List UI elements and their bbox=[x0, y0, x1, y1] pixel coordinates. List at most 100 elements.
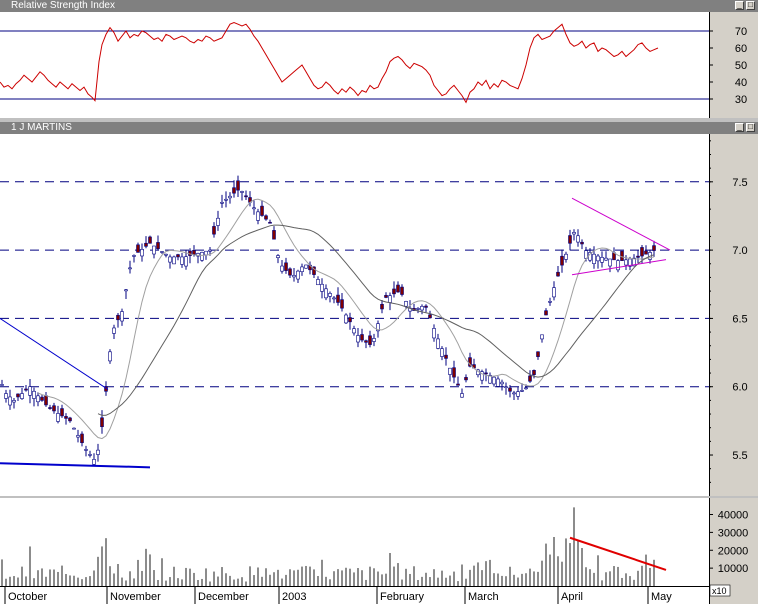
candle-body bbox=[212, 226, 216, 235]
moving-average-slow bbox=[97, 224, 655, 416]
candle-body bbox=[220, 202, 224, 204]
candle-body bbox=[368, 335, 372, 345]
candle-body bbox=[620, 250, 624, 261]
volume-tick-label: 40000 bbox=[718, 510, 749, 522]
candle-body bbox=[528, 375, 532, 382]
rsi-tick-label: 50 bbox=[735, 60, 747, 72]
price-minimize-button[interactable]: _ bbox=[735, 122, 744, 132]
candle-body bbox=[144, 242, 148, 247]
candle-body bbox=[172, 256, 176, 265]
candle-body bbox=[360, 334, 364, 341]
candle-body bbox=[440, 348, 444, 357]
candle-body bbox=[536, 351, 540, 357]
maximize-icon: □ bbox=[748, 0, 753, 9]
candle-body bbox=[8, 396, 12, 406]
candle-body bbox=[100, 417, 104, 428]
month-label: April bbox=[561, 591, 583, 603]
candle-body bbox=[592, 253, 596, 265]
rsi-chart: 30 40 50 60 70 bbox=[0, 12, 758, 118]
candle-body bbox=[508, 387, 512, 392]
minimize-icon: _ bbox=[737, 122, 742, 131]
candle-body bbox=[256, 211, 260, 221]
candle-body bbox=[260, 205, 264, 216]
candle-body bbox=[608, 258, 612, 267]
candle-body bbox=[208, 249, 212, 252]
candle-body bbox=[36, 395, 40, 403]
price-chart: 5.5 6.0 6.5 7.0 7.5 bbox=[0, 134, 758, 496]
candle-body bbox=[140, 249, 144, 257]
candle-body bbox=[288, 268, 292, 276]
candle-body bbox=[200, 251, 204, 261]
candle-body bbox=[204, 250, 208, 256]
candle-body bbox=[296, 270, 300, 280]
candle-body bbox=[328, 293, 332, 297]
month-label: March bbox=[468, 591, 499, 603]
candle-body bbox=[168, 256, 172, 263]
candle-body bbox=[232, 187, 236, 194]
price-maximize-button[interactable]: □ bbox=[746, 122, 755, 132]
candle-body bbox=[224, 198, 228, 201]
candle-body bbox=[340, 299, 344, 309]
candle-body bbox=[436, 338, 440, 349]
candle-body bbox=[572, 232, 576, 235]
candle-body bbox=[52, 405, 56, 412]
candle-body bbox=[48, 407, 52, 409]
candle-body bbox=[244, 195, 248, 198]
candle-body bbox=[16, 393, 20, 398]
candle-body bbox=[516, 391, 520, 397]
candle-body bbox=[392, 288, 396, 295]
candle-body bbox=[568, 235, 572, 244]
candle-body bbox=[124, 289, 128, 292]
candle-body bbox=[492, 376, 496, 385]
candle-body bbox=[380, 304, 384, 310]
candle-body bbox=[332, 297, 336, 300]
candle-body bbox=[76, 435, 80, 438]
candle-body bbox=[216, 217, 220, 226]
price-titlebar: 1 J MARTINS _ □ bbox=[0, 122, 758, 134]
candle-body bbox=[520, 390, 524, 392]
candle-body bbox=[304, 264, 308, 269]
candle-body bbox=[152, 245, 156, 255]
candle-body bbox=[164, 253, 168, 256]
candle-body bbox=[116, 314, 120, 321]
price-title: 1 J MARTINS bbox=[11, 122, 72, 133]
candle-body bbox=[644, 250, 648, 255]
candle-body bbox=[108, 351, 112, 362]
candle-body bbox=[484, 372, 488, 375]
rsi-tick-label: 40 bbox=[735, 77, 747, 89]
candle-body bbox=[396, 284, 400, 293]
rsi-series-line bbox=[0, 21, 659, 104]
candle-body bbox=[424, 305, 428, 308]
candle-body bbox=[544, 310, 548, 316]
candle-body bbox=[132, 255, 136, 257]
candle-body bbox=[184, 256, 188, 267]
candle-body bbox=[136, 244, 140, 253]
candle-body bbox=[500, 381, 504, 385]
rsi-minimize-button[interactable]: _ bbox=[735, 0, 744, 10]
candle-body bbox=[632, 257, 636, 267]
price-tick-label: 6.0 bbox=[732, 382, 747, 394]
candle-body bbox=[428, 314, 432, 319]
axis-area bbox=[709, 134, 758, 496]
candle-body bbox=[4, 393, 8, 399]
candle-body bbox=[156, 242, 160, 250]
candle-body bbox=[272, 230, 276, 240]
candle-body bbox=[320, 283, 324, 292]
candle-body bbox=[64, 416, 68, 419]
candle-body bbox=[268, 221, 272, 224]
candle-body bbox=[600, 257, 604, 263]
candle-body bbox=[464, 377, 468, 381]
rsi-maximize-button[interactable]: □ bbox=[746, 0, 755, 10]
candle-body bbox=[448, 367, 452, 375]
candle-body bbox=[404, 301, 408, 307]
triangle-upper-line bbox=[571, 197, 671, 251]
candle-body bbox=[112, 327, 116, 334]
candle-body bbox=[84, 449, 88, 451]
rsi-tick-label: 60 bbox=[735, 43, 747, 55]
candle-body bbox=[336, 294, 340, 303]
month-label: 2003 bbox=[282, 591, 306, 603]
candle-body bbox=[28, 386, 32, 396]
candle-body bbox=[192, 250, 196, 255]
candle-body bbox=[432, 328, 436, 339]
volume-tick-label: 20000 bbox=[718, 545, 749, 557]
